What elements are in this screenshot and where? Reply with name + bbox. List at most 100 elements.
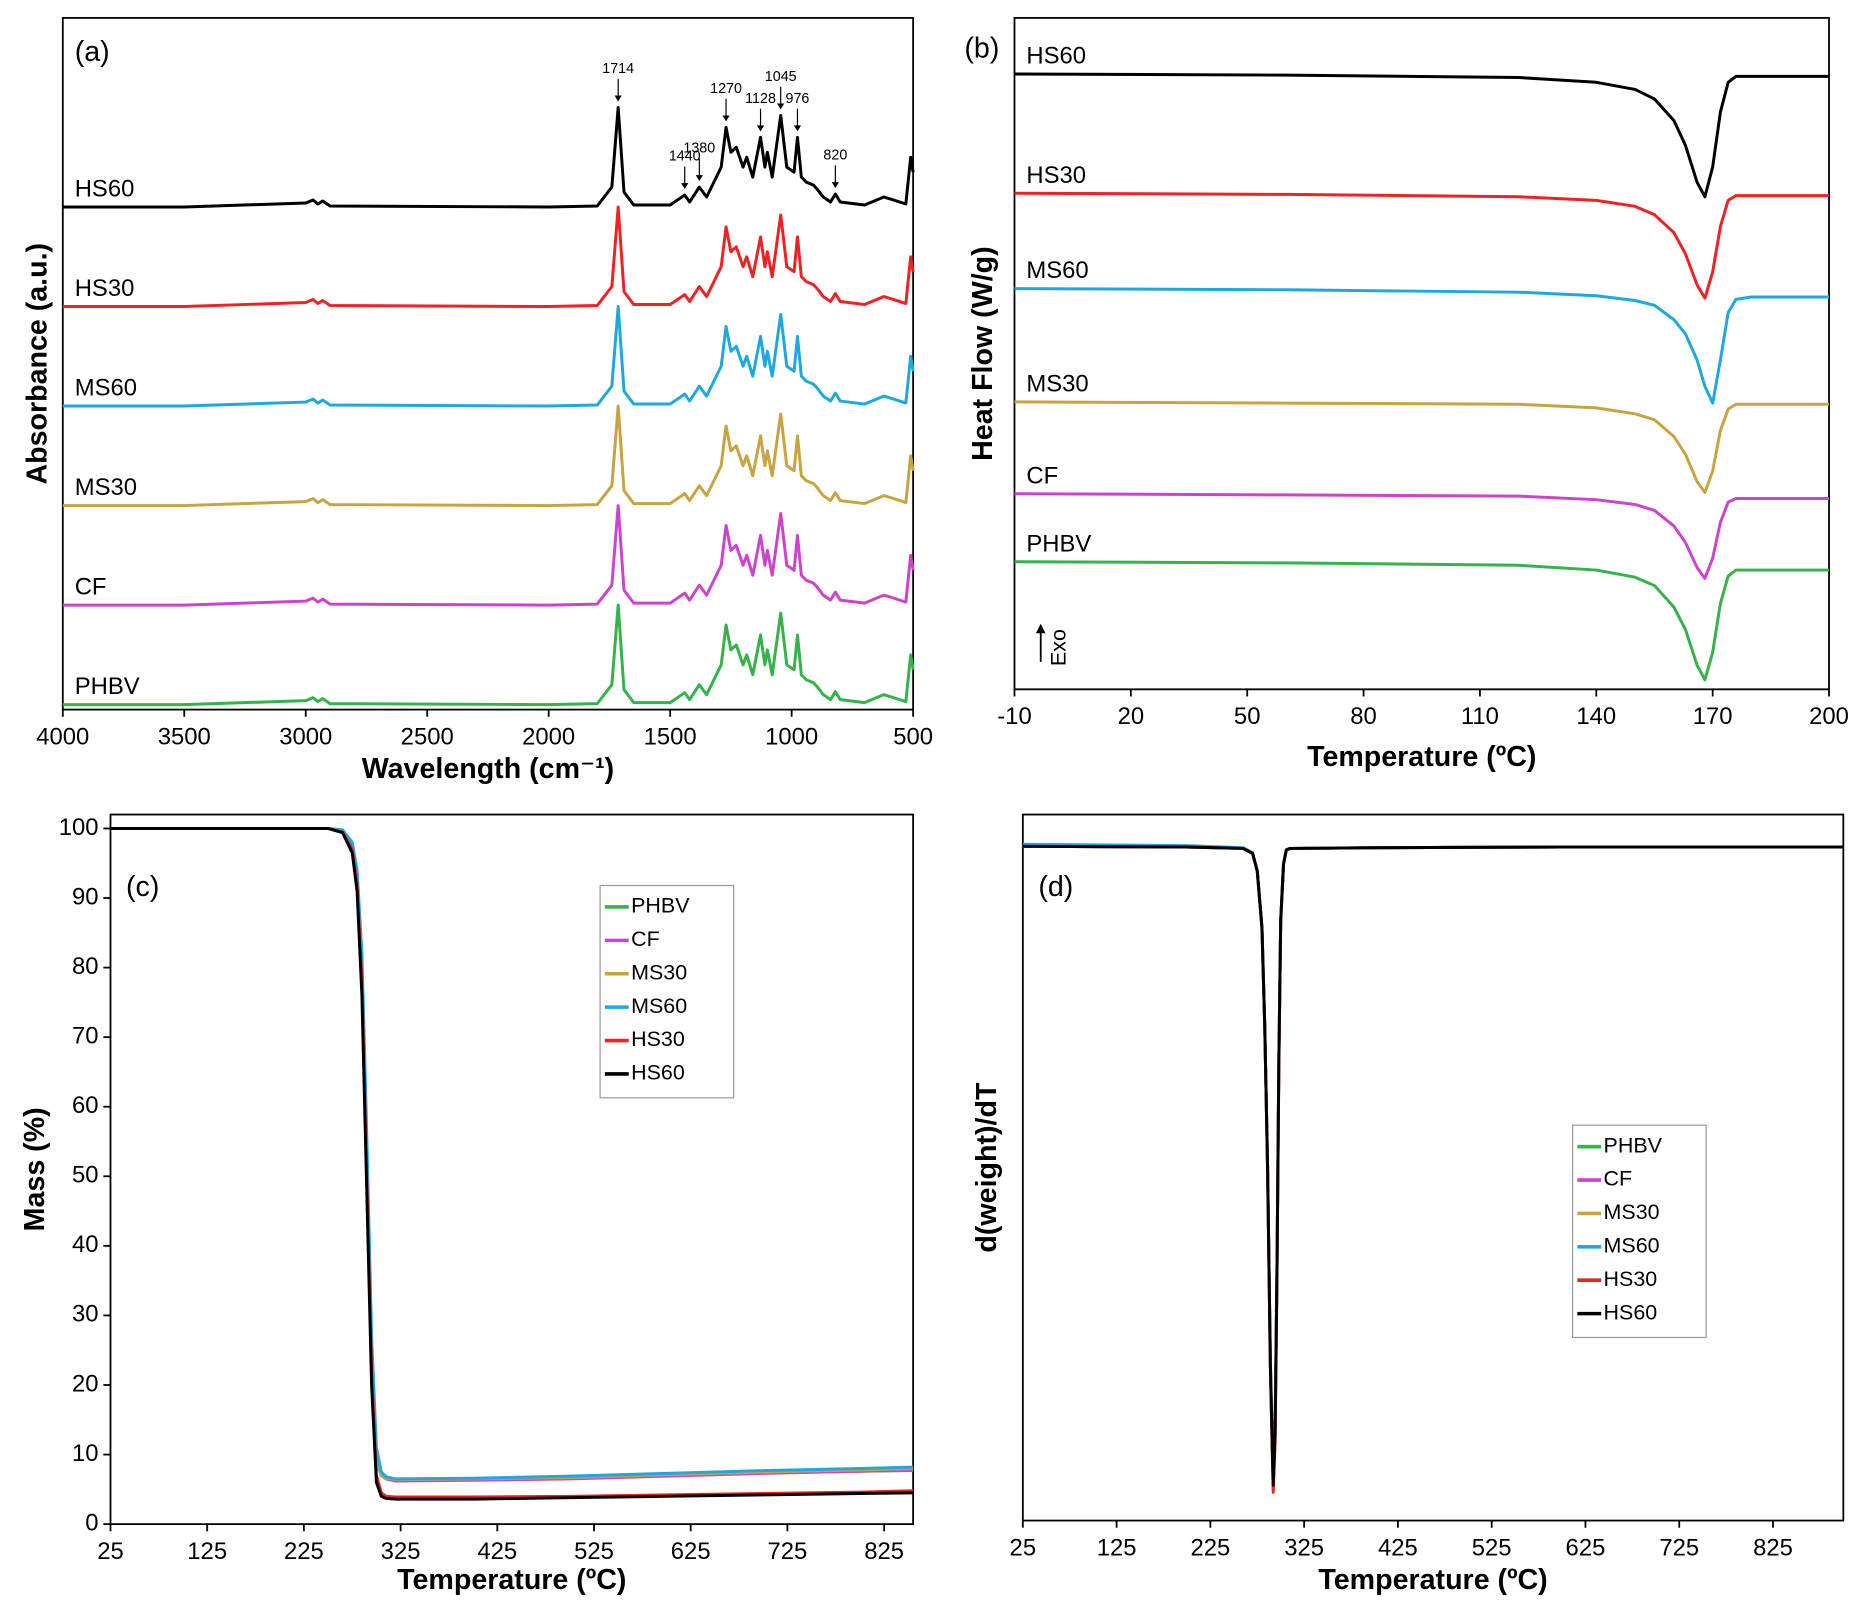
x-tick-label: 170: [1693, 703, 1733, 730]
y-tick-label: 70: [72, 1022, 99, 1049]
x-axis-title: Wavelength (cm⁻¹): [362, 753, 614, 785]
peak-arrowhead: [681, 183, 689, 190]
y-axis-title: d(weight)/dT: [971, 1082, 1003, 1253]
series-label: HS30: [1026, 162, 1086, 189]
legend-text: HS60: [1604, 1300, 1658, 1324]
y-tick-label: 60: [72, 1092, 99, 1119]
x-tick-label: 25: [1010, 1534, 1037, 1561]
panel-label: (c): [126, 871, 159, 903]
x-tick-label: 825: [1753, 1534, 1793, 1561]
peak-arrowhead: [614, 95, 622, 102]
series-line: [1022, 844, 1844, 1484]
x-tick-label: 525: [1472, 1534, 1512, 1561]
y-tick-label: 0: [85, 1509, 98, 1536]
plot-frame: [1021, 813, 1845, 1522]
x-tick-label: 725: [1659, 1534, 1699, 1561]
peak-label: 1128: [745, 91, 776, 107]
series-line: [110, 826, 914, 1482]
x-tick-label: 425: [477, 1538, 517, 1565]
series-line: [62, 305, 915, 408]
peak-label: 1440: [669, 149, 701, 165]
series-line: [1014, 72, 1830, 199]
series-line: [1022, 844, 1844, 1494]
legend-text: HS60: [631, 1061, 685, 1085]
y-tick-label: 10: [72, 1440, 99, 1467]
x-tick-label: 3000: [279, 724, 332, 751]
series-label: HS60: [1026, 43, 1086, 70]
exo-label: Exo: [1046, 629, 1070, 666]
x-tick-label: 50: [1234, 703, 1261, 730]
series-label: HS30: [75, 275, 135, 302]
series-label: MS30: [75, 474, 137, 501]
y-axis-title: Mass (%): [19, 1107, 51, 1231]
peak-label: 1380: [683, 141, 715, 157]
legend-text: MS60: [1604, 1234, 1660, 1258]
plot-frame: [109, 813, 915, 1526]
y-tick-label: 50: [72, 1162, 99, 1189]
series-label: MS60: [75, 375, 137, 402]
exo-arrowhead: [1035, 623, 1046, 634]
series-label: HS60: [75, 176, 135, 203]
series-label: PHBV: [1026, 530, 1091, 557]
peak-label: 820: [823, 148, 847, 164]
x-tick-label: 25: [97, 1538, 124, 1565]
x-tick-label: 225: [284, 1538, 324, 1565]
series-line: [1014, 287, 1830, 405]
x-axis-title: Temperature (ºC): [1318, 1564, 1547, 1596]
x-tick-label: 625: [671, 1538, 711, 1565]
series-line: [110, 826, 914, 1481]
peak-arrowhead: [793, 125, 802, 132]
peak-label: 1714: [602, 61, 634, 77]
y-tick-label: 30: [72, 1301, 99, 1328]
series-line: [62, 105, 915, 209]
x-tick-label: 125: [187, 1538, 227, 1565]
legend-text: MS30: [1604, 1200, 1660, 1224]
x-tick-label: 325: [381, 1538, 421, 1565]
x-tick-label: 1500: [644, 724, 697, 751]
peak-arrowhead: [777, 103, 785, 110]
x-tick-label: 225: [1190, 1534, 1230, 1561]
legend-text: HS30: [1604, 1267, 1658, 1291]
x-tick-label: 125: [1097, 1534, 1137, 1561]
series-line: [1014, 191, 1830, 300]
y-tick-label: 80: [72, 953, 99, 980]
legend-text: CF: [1604, 1167, 1633, 1191]
series-line: [110, 826, 914, 1482]
x-axis-title: Temperature (ºC): [1307, 741, 1536, 773]
series-line: [110, 826, 914, 1483]
series-line: [1022, 842, 1844, 1480]
x-tick-label: -10: [997, 703, 1031, 730]
series-label: PHBV: [75, 673, 140, 700]
x-tick-label: 2000: [522, 724, 575, 751]
peak-arrowhead: [695, 175, 703, 182]
legend-text: PHBV: [1604, 1133, 1663, 1157]
legend-text: HS30: [631, 1027, 685, 1051]
series-line: [1022, 844, 1844, 1487]
legend-text: MS30: [631, 960, 687, 984]
x-tick-label: 20: [1118, 703, 1145, 730]
panel-label: (a): [75, 36, 110, 68]
x-axis-title: Temperature (ºC): [397, 1564, 626, 1596]
panel-label: (d): [1038, 871, 1073, 903]
series-label: MS60: [1026, 257, 1088, 284]
series-line: [62, 603, 915, 707]
x-tick-label: 525: [574, 1538, 614, 1565]
y-axis-title: Heat Flow (W/g): [967, 246, 999, 461]
legend-text: PHBV: [631, 894, 690, 918]
x-tick-label: 500: [893, 724, 933, 751]
y-tick-label: 100: [59, 814, 99, 841]
series-line: [110, 826, 914, 1499]
x-tick-label: 1000: [765, 724, 818, 751]
peak-label: 1270: [710, 81, 742, 97]
peak-arrowhead: [831, 182, 839, 189]
x-tick-label: 725: [768, 1538, 808, 1565]
peak-arrowhead: [756, 125, 765, 132]
legend-box: [1571, 1124, 1707, 1339]
x-tick-label: 325: [1284, 1534, 1324, 1561]
y-axis-title: Absorbance (a.u.): [22, 243, 54, 485]
x-tick-label: 110: [1461, 703, 1499, 730]
series-line: [1022, 844, 1844, 1487]
peak-arrowhead: [722, 115, 730, 122]
